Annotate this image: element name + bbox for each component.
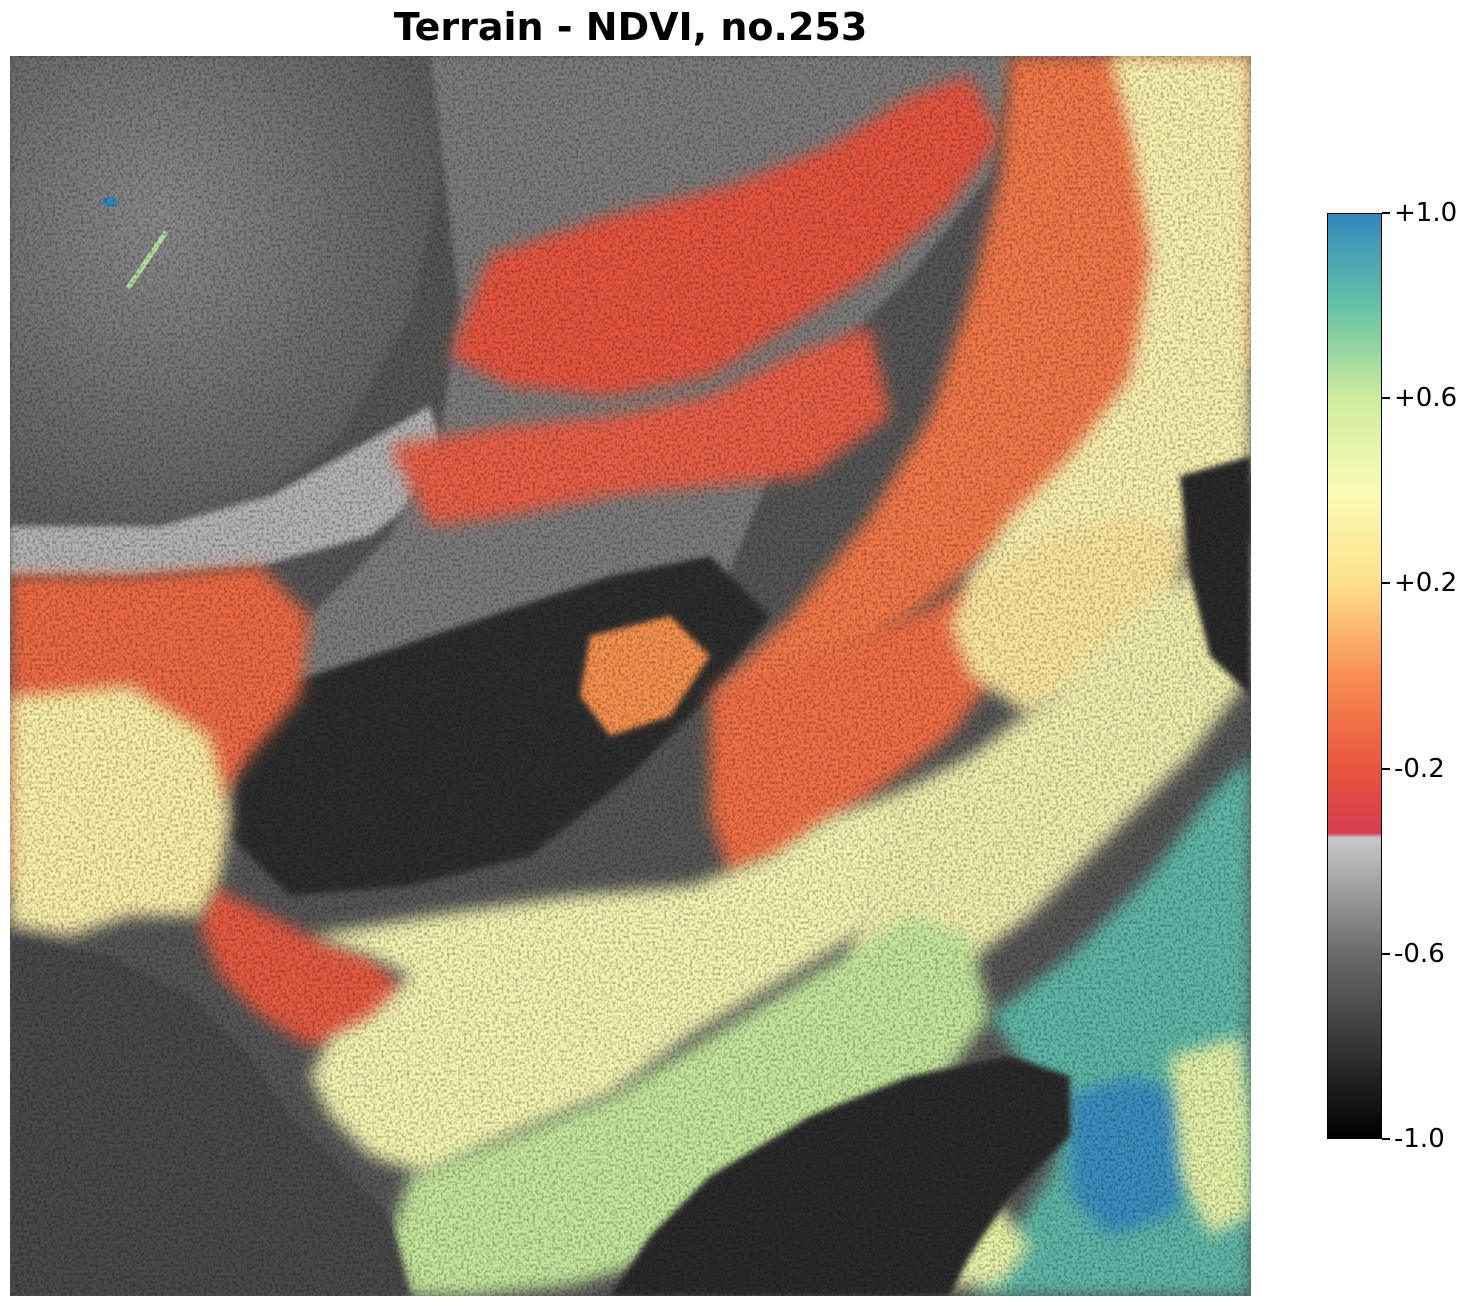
colorbar: +1.0 +0.6 +0.2 -0.2 -0.6 -1.0 — [1327, 198, 1458, 1154]
colorbar-tick-label: -0.6 — [1394, 938, 1445, 969]
colorbar-tick-mark — [1382, 212, 1390, 214]
colorbar-tick-label: +1.0 — [1394, 198, 1458, 228]
colorbar-gradient — [1327, 213, 1382, 1139]
colorbar-tick-label: -1.0 — [1394, 1124, 1445, 1154]
speckle-texture — [10, 56, 1251, 1296]
colorbar-tick-label: +0.2 — [1394, 568, 1458, 599]
chart-title: Terrain - NDVI, no.253 — [393, 5, 868, 49]
colorbar-tick-label: -0.2 — [1394, 753, 1445, 784]
colorbar-tick-mark — [1382, 952, 1390, 955]
colorbar-tick-mark — [1382, 1138, 1390, 1140]
ndvi-heatmap — [10, 56, 1251, 1296]
colorbar-tick-mark — [1382, 397, 1390, 400]
colorbar-tick-mark — [1382, 582, 1390, 585]
colorbar-tick-label: +0.6 — [1394, 383, 1458, 414]
colorbar-tick-mark — [1382, 767, 1390, 770]
